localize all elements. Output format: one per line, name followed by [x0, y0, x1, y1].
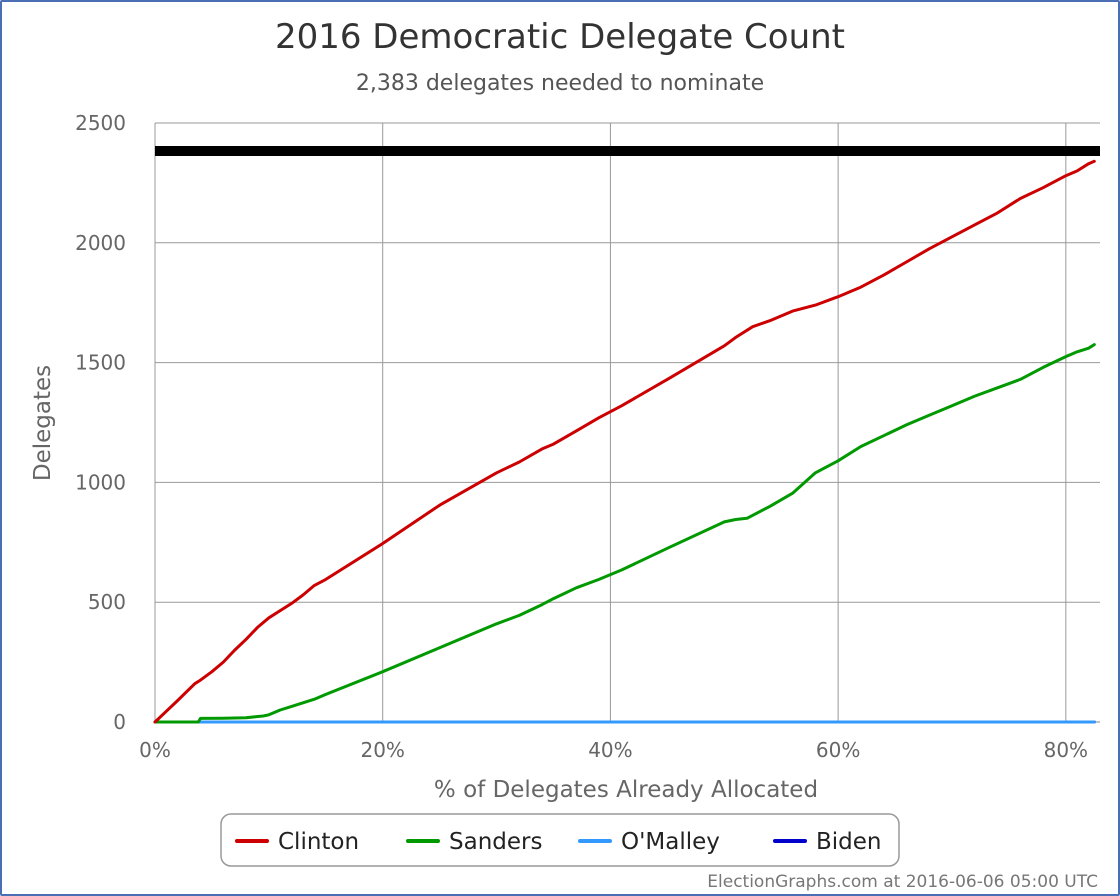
x-tick-label: 60%	[816, 738, 860, 762]
legend: Clinton Sanders O'Malley Biden	[220, 813, 900, 867]
legend-box	[220, 813, 900, 867]
chart-title: 2016 Democratic Delegate Count	[275, 17, 845, 57]
legend-label-biden: Biden	[816, 829, 882, 855]
y-tick-label: 2000	[75, 231, 126, 255]
credit-text: ElectionGraphs.com at 2016-06-06 05:00 U…	[707, 872, 1098, 892]
chart-subtitle: 2,383 delegates needed to nominate	[356, 71, 764, 96]
x-tick-label: 0%	[139, 738, 171, 762]
y-axis-title: Delegates	[30, 365, 56, 481]
grid	[154, 122, 1100, 723]
legend-label-sanders: Sanders	[449, 829, 542, 855]
series-lines	[153, 159, 1096, 724]
y-tick-label: 500	[88, 590, 126, 614]
y-tick-label: 2500	[75, 111, 126, 135]
x-tick-label: 20%	[360, 738, 404, 762]
y-tick-label: 1000	[75, 470, 126, 494]
x-tick-label: 40%	[588, 738, 632, 762]
series-line-sanders	[153, 343, 1096, 724]
axis-ticks: 0 500 1000 1500 2000 2500 0% 20% 40% 60% 80%	[75, 111, 1088, 762]
legend-label-clinton: Clinton	[278, 829, 359, 855]
y-tick-label: 1500	[75, 351, 126, 375]
legend-label-omalley: O'Malley	[621, 829, 720, 855]
series-line-clinton	[153, 159, 1096, 724]
x-tick-label: 80%	[1044, 738, 1088, 762]
x-axis-title: % of Delegates Already Allocated	[434, 777, 818, 803]
y-tick-label: 0	[113, 710, 126, 734]
